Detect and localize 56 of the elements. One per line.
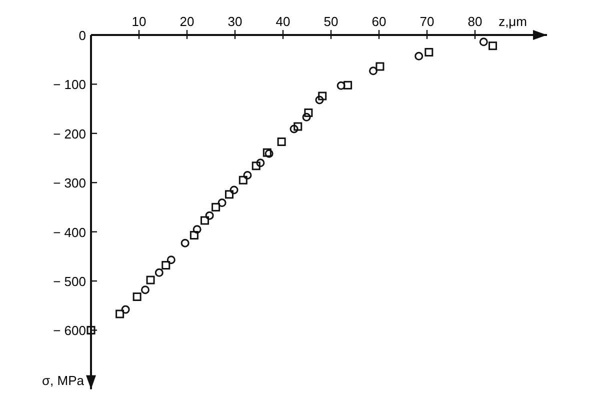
point xyxy=(154,268,164,277)
point xyxy=(205,211,214,220)
x-tick-label: 50 xyxy=(324,14,338,29)
point xyxy=(264,149,274,158)
point xyxy=(230,186,238,194)
point xyxy=(290,124,298,134)
point xyxy=(212,202,220,212)
point xyxy=(294,122,302,131)
x-axis-title: z,μm xyxy=(498,14,527,29)
point xyxy=(224,190,234,199)
x-tick-label: 60 xyxy=(372,14,386,29)
point xyxy=(162,261,170,270)
point xyxy=(262,148,272,157)
point xyxy=(200,216,210,225)
point xyxy=(116,310,124,318)
y-tick-label: − 500 xyxy=(53,274,86,289)
point xyxy=(121,305,130,314)
point xyxy=(277,138,286,146)
point xyxy=(252,162,260,170)
point xyxy=(376,62,384,71)
point xyxy=(336,81,346,90)
point xyxy=(192,225,202,234)
y-tick-label: − 400 xyxy=(53,224,86,240)
point xyxy=(315,96,324,104)
x-tick-label: 30 xyxy=(228,14,242,29)
point xyxy=(218,198,226,208)
point xyxy=(302,112,311,122)
x-tick-label: 20 xyxy=(180,14,194,29)
point xyxy=(132,292,142,301)
point xyxy=(180,238,190,248)
point xyxy=(424,48,434,56)
y-tick-label: − 600 xyxy=(53,323,86,338)
point xyxy=(256,158,265,168)
point xyxy=(488,42,498,50)
point xyxy=(243,170,252,180)
point xyxy=(479,38,488,46)
y-tick-label: − 200 xyxy=(53,126,86,142)
point xyxy=(304,108,313,117)
y-tick-label: − 100 xyxy=(53,77,86,92)
y-axis-title: σ, MPa xyxy=(42,373,85,388)
point xyxy=(238,176,248,184)
point xyxy=(190,230,198,240)
point xyxy=(166,256,176,264)
point xyxy=(368,66,378,76)
point xyxy=(140,286,150,294)
y-tick-label: − 300 xyxy=(53,176,86,191)
point xyxy=(318,92,327,100)
x-tick-label: 10 xyxy=(132,14,146,29)
x-tick-label: 70 xyxy=(420,14,434,29)
point xyxy=(344,80,352,90)
point xyxy=(86,326,96,334)
y-tick-label: 0 xyxy=(78,28,86,43)
point xyxy=(414,52,424,60)
x-tick-label: 40 xyxy=(276,14,290,29)
x-tick-label: 80 xyxy=(468,14,482,29)
point xyxy=(146,276,155,284)
